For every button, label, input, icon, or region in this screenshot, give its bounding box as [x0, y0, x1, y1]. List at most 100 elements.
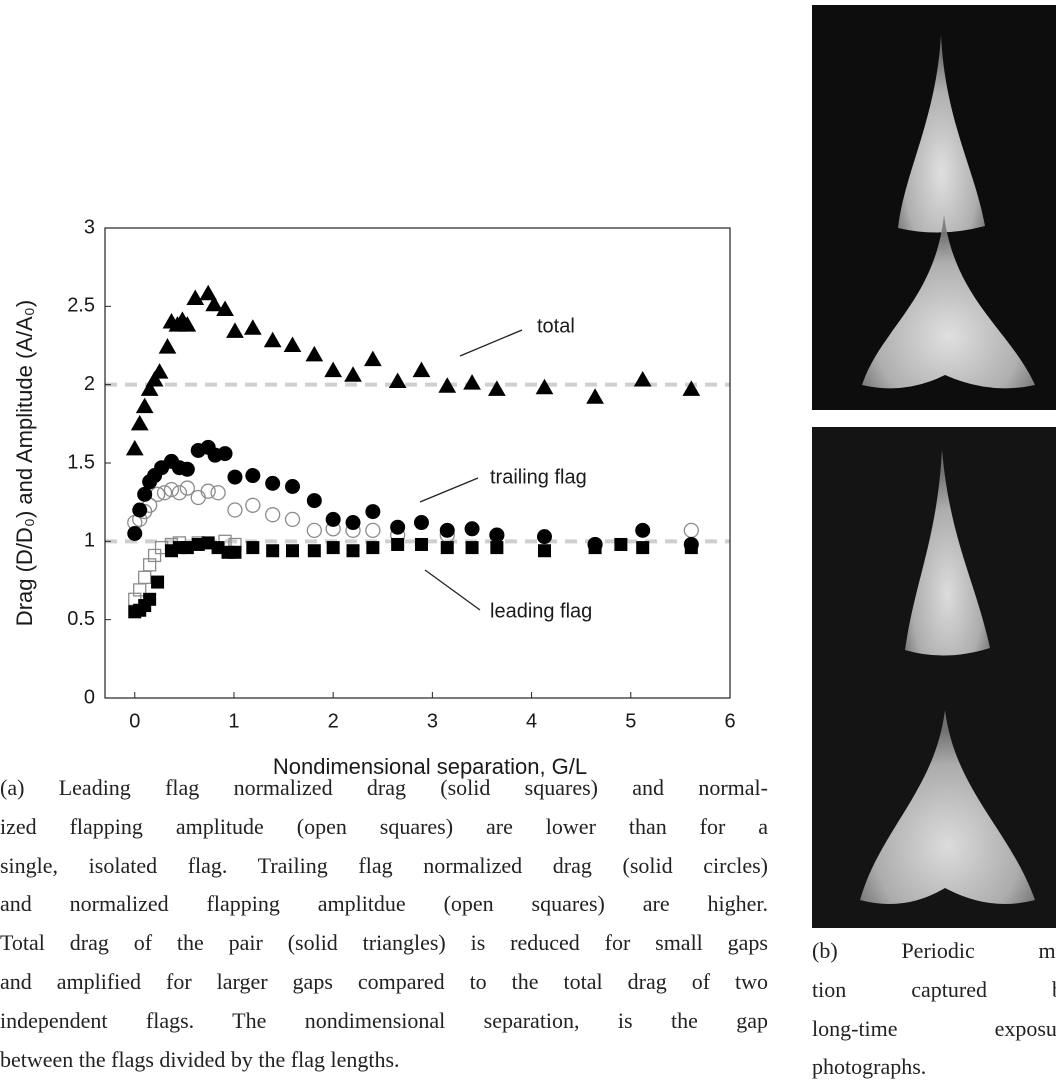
- point-circle: [227, 502, 243, 518]
- point-circle: [635, 522, 651, 538]
- point-triangle: [186, 289, 205, 305]
- photographs: [812, 5, 1056, 928]
- annotation-leader: [424, 569, 481, 611]
- point-circle: [325, 511, 341, 527]
- point-circle: [439, 522, 455, 538]
- point-triangle: [363, 350, 382, 367]
- annotation: leading flag: [490, 600, 592, 622]
- annotation: total: [537, 315, 575, 337]
- point-square: [147, 548, 162, 563]
- point-square: [465, 541, 479, 555]
- point-square: [286, 544, 299, 558]
- point-triangle: [283, 336, 302, 352]
- point-triangle: [463, 374, 481, 390]
- point-triangle: [125, 439, 144, 456]
- point-triangle: [226, 322, 244, 338]
- point-triangle: [586, 388, 604, 404]
- point-square: [588, 541, 602, 555]
- caption-a: (a) Leading flag normalized drag (solid …: [0, 769, 768, 1079]
- point-triangle: [324, 361, 343, 378]
- point-circle: [285, 479, 300, 494]
- chart: Nondimensional separation, G/L Drag (D/D…: [12, 216, 736, 779]
- y-axis-label: Drag (D/D₀) and Amplitude (A/A₀): [12, 300, 37, 626]
- x-tick-label: 3: [427, 710, 438, 732]
- point-square: [180, 541, 194, 555]
- flag-trace: [905, 450, 990, 656]
- point-triangle: [438, 377, 457, 393]
- point-triangle: [158, 338, 177, 354]
- point-square: [138, 570, 152, 585]
- point-circle: [210, 485, 226, 501]
- point-triangle: [633, 370, 652, 387]
- point-circle: [489, 527, 505, 543]
- point-circle: [179, 480, 195, 496]
- point-circle: [345, 515, 361, 531]
- point-circle: [365, 504, 381, 520]
- y-tick-label: 1: [84, 530, 95, 552]
- y-tick-label: 2.5: [67, 295, 95, 317]
- point-square: [307, 544, 321, 558]
- y-tick-label: 1.5: [67, 451, 95, 473]
- caption-line: (a) Leading flag normalized drag (solid …: [0, 775, 768, 800]
- point-circle: [245, 497, 261, 513]
- point-triangle: [305, 345, 324, 362]
- annotation-leader: [419, 477, 479, 503]
- point-triangle: [263, 331, 282, 348]
- point-triangle: [535, 378, 554, 395]
- annotation: trailing flag: [490, 466, 587, 488]
- point-square: [366, 541, 380, 555]
- x-tick-label: 0: [129, 710, 140, 732]
- x-tick-label: 4: [526, 710, 537, 732]
- point-triangle: [150, 363, 169, 379]
- point-square: [440, 541, 454, 555]
- point-triangle: [488, 380, 506, 396]
- x-tick-label: 2: [328, 710, 339, 732]
- x-tick-label: 1: [228, 710, 239, 732]
- caption-line: long-time exposure: [812, 1015, 1056, 1041]
- y-tick-label: 2: [84, 373, 95, 395]
- point-square: [391, 537, 405, 551]
- x-tick-label: 6: [724, 710, 735, 732]
- y-tick-label: 0.5: [67, 608, 95, 630]
- point-circle: [306, 493, 322, 509]
- point-circle: [163, 481, 180, 498]
- point-circle: [127, 526, 143, 541]
- x-tick-label: 5: [625, 710, 636, 732]
- point-triangle: [388, 372, 407, 389]
- caption-line: single, isolated flag. Trailing flag nor…: [0, 852, 768, 878]
- point-square: [151, 575, 165, 589]
- point-circle: [365, 522, 381, 539]
- point-circle: [265, 507, 281, 523]
- caption-line: tion captured by: [812, 976, 1056, 1002]
- point-square: [684, 541, 698, 555]
- point-square: [326, 541, 340, 555]
- flag-trace: [898, 35, 985, 233]
- point-circle: [390, 519, 406, 535]
- point-circle: [217, 446, 233, 462]
- point-triangle: [344, 366, 362, 382]
- point-triangle: [243, 319, 262, 335]
- caption-line: and normalized flapping amplitdue (open …: [0, 891, 768, 917]
- y-tick-label: 3: [84, 216, 95, 238]
- point-circle: [227, 469, 243, 485]
- point-circle: [683, 522, 699, 539]
- point-square: [228, 545, 242, 559]
- point-square: [142, 558, 157, 572]
- point-circle: [413, 515, 429, 531]
- caption-line: between the flags divided by the flag le…: [0, 1046, 400, 1072]
- flag-trace: [862, 215, 1035, 389]
- point-circle: [284, 511, 301, 528]
- caption-line: Total drag of the pair (solid triangles)…: [0, 930, 768, 956]
- point-circle: [190, 489, 206, 506]
- caption-b: (b) Periodic mo-tion captured by long-tim…: [812, 932, 1056, 1087]
- point-square: [414, 537, 428, 551]
- caption-line: independent flags. The nondimensional se…: [0, 1007, 768, 1033]
- point-triangle: [199, 284, 218, 301]
- y-tick-label: 0: [84, 686, 95, 708]
- point-circle: [137, 486, 153, 502]
- point-square: [614, 537, 628, 551]
- point-triangle: [145, 370, 164, 387]
- annotation-leader: [459, 329, 523, 357]
- point-triangle: [412, 361, 431, 378]
